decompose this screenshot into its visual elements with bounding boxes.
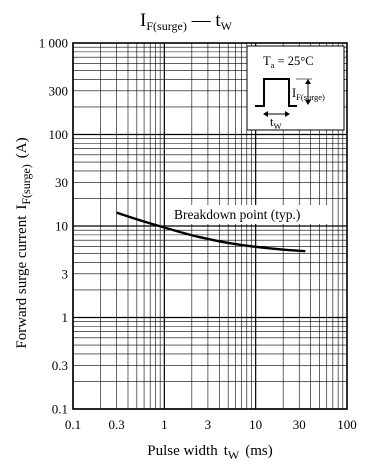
inset-condition: Ta = 25°C — [263, 54, 314, 70]
x-tick-label: 0.3 — [108, 417, 124, 432]
x-tick-label: 0.1 — [65, 417, 81, 432]
chart-title: IF(surge) — tW — [140, 10, 233, 33]
y-tick-label: 0.3 — [52, 358, 68, 373]
x-tick-label: 100 — [337, 417, 357, 432]
x-tick-label: 30 — [293, 417, 306, 432]
breakdown-annotation: Breakdown point (typ.) — [174, 207, 300, 222]
x-tick-label: 1 — [161, 417, 168, 432]
inset-box — [246, 45, 345, 131]
plot-frame — [72, 42, 348, 410]
x-tick-label: 10 — [249, 417, 262, 432]
y-tick-label: 100 — [49, 127, 69, 142]
y-axis-label: Forward surge currentIF(surge)(A) — [14, 137, 33, 348]
breakdown-curve — [116, 211, 306, 253]
y-tick-labels: 0.1 0.3 1 3 10 30 100 300 1 000 — [39, 36, 68, 417]
y-tick-label: 1 — [62, 310, 69, 325]
inset-amplitude-label: IF(surge) — [292, 86, 325, 102]
y-tick-label: 10 — [55, 219, 68, 234]
pulse-inset: Ta = 25°C IF(surge) tW — [246, 45, 345, 131]
y-tick-label: 1 000 — [39, 36, 68, 51]
y-tick-label: 3 — [62, 266, 69, 281]
y-tick-label: 30 — [55, 175, 68, 190]
y-tick-label: 300 — [49, 83, 69, 98]
pulse-waveform — [255, 78, 297, 107]
x-tick-label: 3 — [205, 417, 212, 432]
inset-width-label: tW — [270, 115, 282, 131]
x-tick-labels: 0.1 0.3 1 3 10 30 100 — [65, 417, 357, 432]
y-tick-label: 0.1 — [52, 402, 68, 417]
annotation-background — [171, 205, 331, 224]
x-axis-label: Pulse width tW (ms) — [147, 443, 272, 462]
